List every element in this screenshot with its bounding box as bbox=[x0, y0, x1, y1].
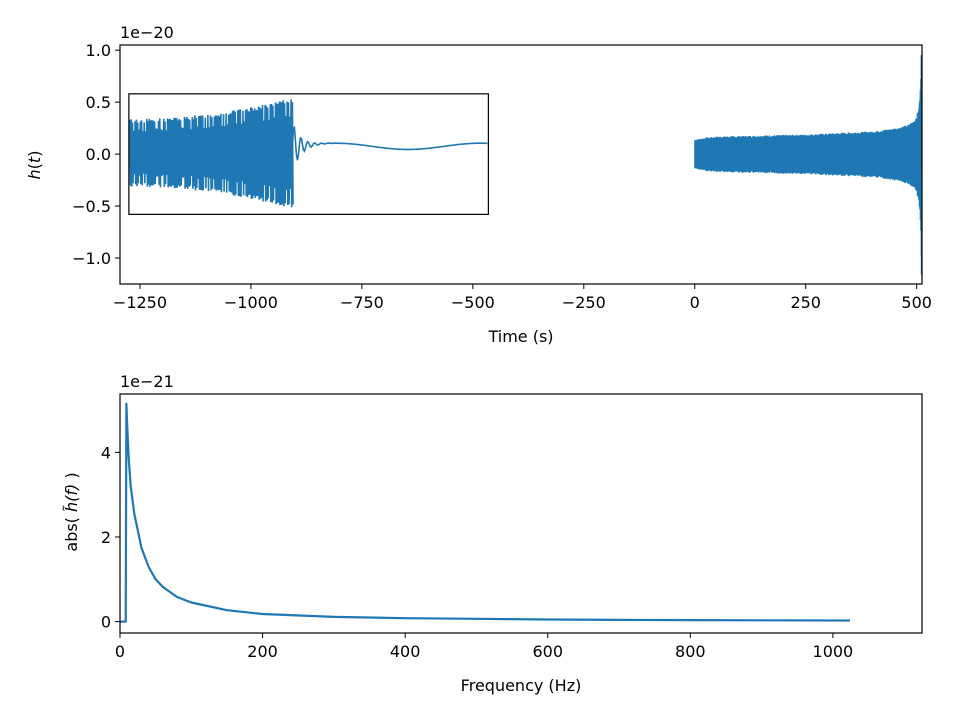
frequency-domain-xticks: 0 200 400 600 800 1000 bbox=[115, 633, 853, 661]
frequency-domain-xtick-label: 1000 bbox=[813, 642, 854, 661]
time-domain-xlabel: Time (s) bbox=[487, 327, 553, 346]
ylabel-paren-open: ( bbox=[25, 163, 44, 169]
time-domain-signal bbox=[694, 54, 922, 256]
time-domain-xticks: −1250 −1000 −750 −500 −250 0 250 500 bbox=[113, 284, 932, 312]
frequency-domain-ytick-label: 4 bbox=[101, 443, 111, 462]
inset-signal bbox=[129, 99, 488, 208]
time-domain-xtick-label: −1250 bbox=[113, 293, 167, 312]
spectrum-line bbox=[120, 402, 851, 623]
time-domain-ytick-label: 0.5 bbox=[86, 93, 111, 112]
frequency-domain-yticks: 0 2 4 bbox=[101, 443, 120, 632]
time-domain-xtick-label: −250 bbox=[562, 293, 606, 312]
time-domain-xtick-label: 250 bbox=[790, 293, 821, 312]
frequency-domain-offset-text: 1e−21 bbox=[120, 372, 174, 391]
ylabel-suffix: ) bbox=[62, 472, 81, 483]
ylabel-t: t bbox=[25, 156, 44, 163]
time-domain-yticks: 1.0 0.5 0.0 −0.5 −1.0 bbox=[72, 41, 120, 268]
frequency-domain-series bbox=[120, 402, 851, 623]
frequency-domain-axes: 0 200 400 600 800 1000 0 2 4 1e−21 Frequency (H… bbox=[62, 372, 923, 695]
time-domain-xtick-label: 500 bbox=[901, 293, 932, 312]
time-domain-xtick-label: −500 bbox=[451, 293, 495, 312]
ylabel-symbol: h̃(f) bbox=[62, 484, 81, 512]
time-domain-ytick-label: −0.5 bbox=[72, 197, 111, 216]
time-domain-ylabel: h(t) bbox=[25, 151, 44, 180]
ylabel-paren-close: ) bbox=[25, 151, 44, 157]
frequency-domain-xtick-label: 400 bbox=[390, 642, 421, 661]
ylabel-prefix: abs( bbox=[62, 512, 81, 552]
time-domain-ytick-label: −1.0 bbox=[72, 249, 111, 268]
frequency-domain-ytick-label: 0 bbox=[101, 613, 111, 632]
frequency-domain-xtick-label: 200 bbox=[247, 642, 278, 661]
frequency-domain-ylabel: abs( h̃(f) ) bbox=[62, 472, 81, 551]
frequency-domain-ytick-label: 2 bbox=[101, 528, 111, 547]
time-domain-offset-text: 1e−20 bbox=[120, 23, 174, 42]
inset-frame bbox=[128, 93, 489, 215]
frequency-domain-xtick-label: 600 bbox=[532, 642, 563, 661]
time-domain-frame bbox=[119, 44, 923, 285]
time-domain-xtick-label: 0 bbox=[690, 293, 700, 312]
frequency-domain-xtick-label: 800 bbox=[675, 642, 706, 661]
time-domain-axes: −1250 −1000 −750 −500 −250 0 250 500 1.0 0.5 0.0 −… bbox=[25, 23, 932, 346]
frequency-domain-frame bbox=[119, 393, 923, 634]
frequency-domain-xtick-label: 0 bbox=[115, 642, 125, 661]
frequency-domain-xlabel: Frequency (Hz) bbox=[461, 676, 582, 695]
time-domain-xtick-label: −1000 bbox=[224, 293, 278, 312]
time-domain-xtick-label: −750 bbox=[340, 293, 384, 312]
time-domain-ytick-label: 1.0 bbox=[86, 41, 111, 60]
inset-plot bbox=[128, 93, 489, 215]
time-domain-ytick-label: 0.0 bbox=[86, 145, 111, 164]
ylabel-h: h bbox=[25, 169, 44, 179]
